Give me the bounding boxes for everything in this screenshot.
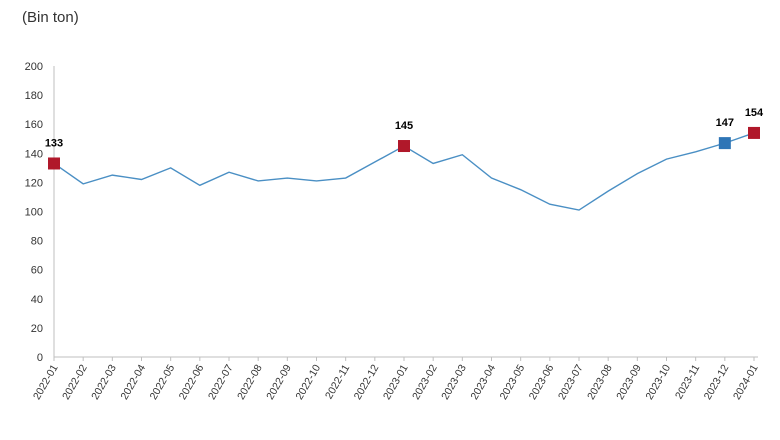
unit-label: (Bin ton) <box>22 9 79 26</box>
x-tick-label: 2023-01 <box>381 362 411 402</box>
y-tick-label: 0 <box>37 352 43 364</box>
x-tick-label: 2023-08 <box>585 362 615 402</box>
x-tick-label: 2023-09 <box>614 362 644 402</box>
x-tick-label: 2023-11 <box>673 362 702 401</box>
x-tick-label: 2023-04 <box>468 362 498 402</box>
x-tick-label: 2023-10 <box>643 362 673 402</box>
x-tick-label: 2022-06 <box>177 362 207 402</box>
x-tick-label: 2023-02 <box>410 362 440 402</box>
x-tick-label: 2022-10 <box>293 362 323 402</box>
data-point-marker <box>748 126 760 139</box>
y-tick-label: 120 <box>25 177 43 189</box>
data-label: 154 <box>745 107 764 119</box>
x-tick-label: 2022-01 <box>31 362 61 402</box>
x-tick-label: 2022-03 <box>89 362 119 402</box>
y-tick-label: 100 <box>25 207 43 219</box>
data-label: 145 <box>395 120 413 132</box>
x-tick-label: 2022-04 <box>118 362 148 402</box>
x-tick-label: 2023-05 <box>498 362 528 402</box>
y-axis: 0 20 40 60 80 100 120 140 160 180 200 <box>25 61 55 364</box>
x-tick-label: 2023-12 <box>702 362 732 402</box>
data-labels: 133 145 147 154 <box>45 107 764 150</box>
data-label: 147 <box>716 117 734 129</box>
x-tick-label: 2022-08 <box>235 362 265 402</box>
data-point-marker <box>398 140 410 153</box>
x-tick-label: 2022-11 <box>323 362 352 401</box>
y-tick-label: 140 <box>25 148 43 160</box>
x-tick-label: 2022-07 <box>206 362 236 402</box>
y-tick-label: 200 <box>25 61 43 73</box>
y-tick-label: 160 <box>25 119 43 131</box>
y-tick-label: 40 <box>31 294 43 306</box>
data-point-marker <box>718 137 731 150</box>
x-tick-label: 2022-02 <box>60 362 90 402</box>
y-tick-label: 80 <box>31 236 43 248</box>
data-label: 133 <box>45 137 63 149</box>
y-tick-label: 20 <box>31 323 43 335</box>
data-point-marker <box>48 157 60 170</box>
x-tick-label: 2022-12 <box>352 362 382 402</box>
x-tick-label: 2022-05 <box>148 362 178 402</box>
markers <box>48 126 760 170</box>
y-tick-label: 180 <box>25 90 43 102</box>
x-tick-label: 2023-06 <box>527 362 557 402</box>
y-tick-label: 60 <box>31 265 43 277</box>
x-tick-label: 2023-03 <box>439 362 469 402</box>
x-axis: 2022-01 2022-02 2022-03 2022-04 2022-05 2022-… <box>31 356 761 402</box>
x-tick-label: 2022-09 <box>264 362 294 402</box>
x-tick-label: 2023-07 <box>556 362 586 402</box>
x-tick-label: 2024-01 <box>731 362 761 402</box>
